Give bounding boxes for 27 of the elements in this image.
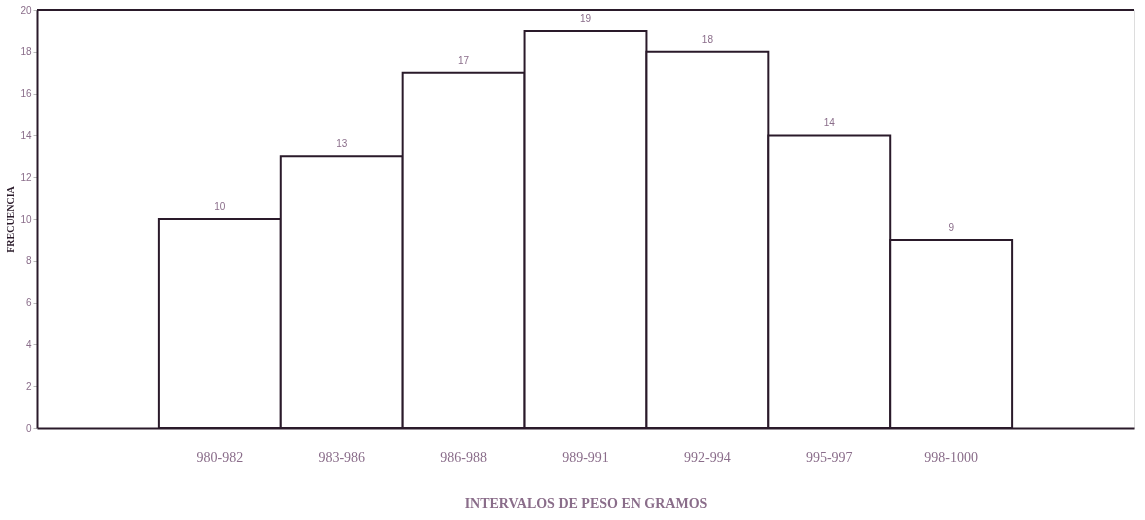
data-label: 13	[336, 138, 348, 150]
data-label: 14	[823, 117, 836, 129]
data-label: 19	[579, 12, 592, 24]
x-tick-label: 995-997	[805, 449, 853, 465]
x-tick-label: 980-982	[196, 449, 244, 465]
data-label: 9	[948, 221, 955, 233]
y-axis-title: FRECUENCIA	[5, 185, 17, 253]
y-tick-label: 18	[20, 46, 32, 58]
x-tick-label: 983-986	[318, 449, 366, 465]
x-tick-label: 992-994	[684, 449, 731, 465]
y-tick-label: 14	[20, 129, 32, 141]
y-tick-label: 0	[25, 422, 32, 434]
y-tick-label: 8	[25, 255, 32, 267]
y-tick-label: 4	[25, 338, 32, 350]
y-tick-label: 16	[20, 88, 32, 100]
data-label: 10	[214, 201, 226, 212]
y-tick-label: 2	[25, 380, 32, 392]
x-tick-label: 986-988	[440, 449, 487, 465]
y-tick-label: 10	[20, 213, 32, 225]
y-tick-label: 12	[20, 171, 32, 183]
x-tick-label: 989-991	[562, 449, 609, 465]
x-axis-title: INTERVALOS DE PESO EN GRAMOS	[464, 495, 708, 511]
y-tick-label: 20	[20, 4, 32, 16]
data-label: 17	[458, 54, 470, 66]
y-tick-label: 6	[25, 297, 32, 309]
x-tick-label: 998-1000	[924, 449, 978, 465]
data-label: 18	[701, 33, 714, 45]
